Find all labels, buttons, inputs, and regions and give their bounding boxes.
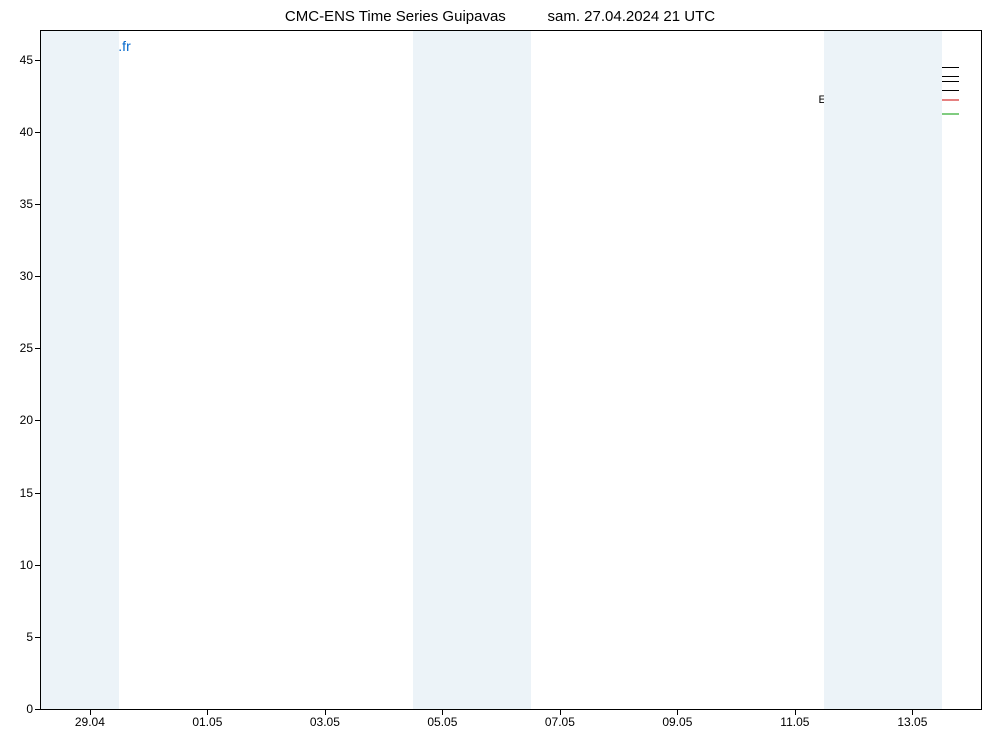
x-tick-label: 07.05: [545, 715, 575, 729]
y-tick-label: 15: [20, 486, 33, 500]
x-tick-label: 13.05: [897, 715, 927, 729]
weekend-band: [413, 31, 531, 709]
y-tick: [35, 493, 41, 494]
x-tick-label: 29.04: [75, 715, 105, 729]
y-tick-label: 25: [20, 341, 33, 355]
y-tick: [35, 132, 41, 133]
y-tick-label: 0: [26, 702, 33, 716]
x-tick-label: 11.05: [780, 715, 809, 729]
x-tick-label: 03.05: [310, 715, 340, 729]
y-tick: [35, 420, 41, 421]
x-tick-label: 09.05: [662, 715, 692, 729]
y-tick-label: 20: [20, 413, 33, 427]
y-tick: [35, 348, 41, 349]
y-tick: [35, 60, 41, 61]
y-tick-label: 10: [20, 558, 33, 572]
title-right: sam. 27.04.2024 21 UTC: [548, 8, 716, 25]
y-tick-label: 5: [26, 630, 33, 644]
y-tick: [35, 565, 41, 566]
y-tick: [35, 709, 41, 710]
chart-title: CMC-ENS Time Series Guipavas sam. 27.04.…: [0, 8, 1000, 25]
y-tick-label: 30: [20, 269, 33, 283]
title-left: CMC-ENS Time Series Guipavas: [285, 8, 506, 25]
plot-area: Wind 10m (m/s) min/maxacute;cart typeEns…: [40, 30, 982, 710]
y-tick: [35, 276, 41, 277]
x-tick-label: 05.05: [427, 715, 457, 729]
y-tick: [35, 637, 41, 638]
y-tick-label: 40: [20, 125, 33, 139]
y-tick: [35, 204, 41, 205]
chart-container: CMC-ENS Time Series Guipavas sam. 27.04.…: [0, 0, 1000, 733]
y-tick-label: 35: [20, 197, 33, 211]
x-tick-label: 01.05: [192, 715, 222, 729]
y-tick-label: 45: [20, 53, 33, 67]
weekend-band: [824, 31, 942, 709]
weekend-band: [41, 31, 119, 709]
